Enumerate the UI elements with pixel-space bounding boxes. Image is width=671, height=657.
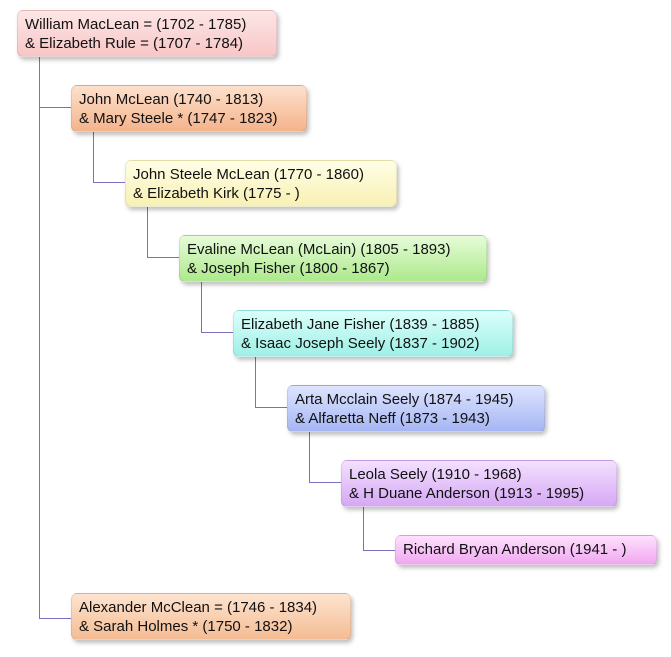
person-node[interactable]: Alexander McClean = (1746 - 1834) & Sara…: [71, 593, 351, 640]
node-line: & H Duane Anderson (1913 - 1995): [349, 485, 585, 502]
person-node[interactable]: Richard Bryan Anderson (1941 - ): [395, 535, 657, 565]
person-node[interactable]: John McLean (1740 - 1813) & Mary Steele …: [71, 85, 307, 132]
connector: [309, 432, 341, 483]
person-node[interactable]: John Steele McLean (1770 - 1860) & Eliza…: [125, 160, 397, 207]
person-node[interactable]: William MacLean = (1702 - 1785) & Elizab…: [17, 10, 277, 57]
person-node[interactable]: Arta Mcclain Seely (1874 - 1945) & Alfar…: [287, 385, 545, 432]
node-line: Leola Seely (1910 - 1968): [349, 466, 522, 483]
node-line: Richard Bryan Anderson (1941 - ): [403, 541, 627, 558]
person-node[interactable]: Evaline McLean (McLain) (1805 - 1893) & …: [179, 235, 487, 282]
node-line: & Sarah Holmes * (1750 - 1832): [79, 618, 293, 635]
person-node[interactable]: Elizabeth Jane Fisher (1839 - 1885) & Is…: [233, 310, 513, 357]
node-line: & Mary Steele * (1747 - 1823): [79, 110, 278, 127]
node-line: Arta Mcclain Seely (1874 - 1945): [295, 391, 514, 408]
connector: [147, 207, 179, 258]
connector: [201, 282, 233, 333]
connector: [255, 357, 287, 408]
connector: [93, 132, 125, 183]
connector: [363, 507, 395, 551]
node-line: & Elizabeth Kirk (1775 - ): [133, 185, 300, 202]
node-line: Elizabeth Jane Fisher (1839 - 1885): [241, 316, 480, 333]
node-line: John McLean (1740 - 1813): [79, 91, 264, 108]
connector: [39, 57, 71, 619]
node-line: & Isaac Joseph Seely (1837 - 1902): [241, 335, 480, 352]
person-node[interactable]: Leola Seely (1910 - 1968) & H Duane Ande…: [341, 460, 617, 507]
node-line: & Alfaretta Neff (1873 - 1943): [295, 410, 490, 427]
node-line: John Steele McLean (1770 - 1860): [133, 166, 364, 183]
node-line: & Elizabeth Rule = (1707 - 1784): [25, 35, 244, 52]
node-line: Alexander McClean = (1746 - 1834): [79, 599, 318, 616]
node-line: William MacLean = (1702 - 1785): [25, 16, 247, 33]
node-line: Evaline McLean (McLain) (1805 - 1893): [187, 241, 451, 258]
node-line: & Joseph Fisher (1800 - 1867): [187, 260, 390, 277]
